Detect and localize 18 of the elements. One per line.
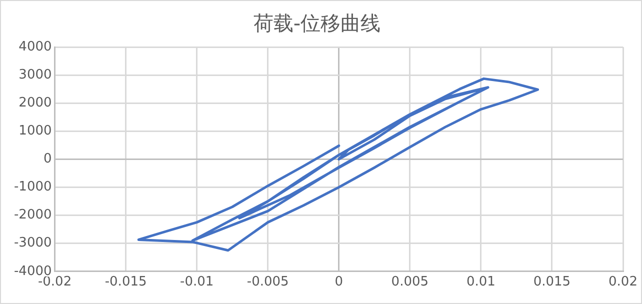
x-tick-label: -0.015 xyxy=(104,274,147,290)
x-tick-label: -0.005 xyxy=(246,274,289,290)
y-tick-label: -3000 xyxy=(14,236,52,251)
y-tick-label: 4000 xyxy=(18,39,52,54)
y-tick-label: 0 xyxy=(43,152,52,167)
x-tick-label: 0.02 xyxy=(608,274,638,290)
y-tick-label: -1000 xyxy=(14,180,52,195)
x-tick-label: 0.015 xyxy=(533,274,571,290)
y-tick-label: 2000 xyxy=(18,95,52,110)
y-tick-label: 1000 xyxy=(18,124,52,139)
x-tick-label: -0.02 xyxy=(38,274,72,290)
y-tick-label: -2000 xyxy=(14,208,52,223)
x-tick-label: -0.01 xyxy=(180,274,214,290)
y-tick-label: 3000 xyxy=(18,67,52,82)
x-tick-label: 0.01 xyxy=(466,274,496,290)
chart-title: 荷载-位移曲线 xyxy=(253,11,381,36)
x-tick-label: 0 xyxy=(334,274,344,290)
x-tick-label: 0.005 xyxy=(391,274,429,290)
